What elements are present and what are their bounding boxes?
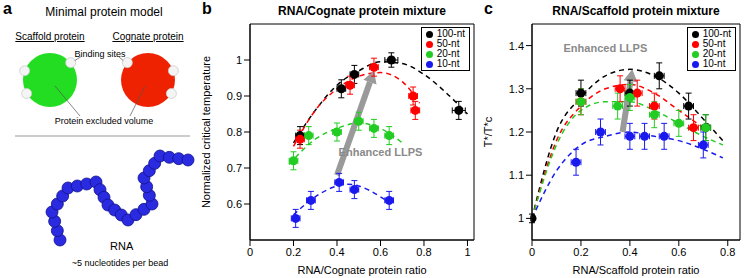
svg-text:0.8: 0.8 [416, 246, 431, 258]
svg-text:Enhanced LLPS: Enhanced LLPS [564, 42, 648, 54]
svg-text:1: 1 [464, 246, 470, 258]
html-text:10-nt: 10-nt [436, 58, 460, 69]
svg-text:Minimal protein model: Minimal protein model [45, 5, 162, 19]
html-text:50-nt: 50-nt [702, 38, 726, 49]
html-text:20-nt: 20-nt [436, 48, 460, 59]
html-text:b: b [202, 0, 212, 17]
svg-text:1.2: 1.2 [509, 126, 524, 138]
svg-text:0.4: 0.4 [329, 246, 344, 258]
svg-text:Scaffold protein: Scaffold protein [15, 31, 84, 42]
svg-text:RNA: RNA [110, 240, 134, 252]
svg-text:0.4: 0.4 [622, 246, 637, 258]
svg-text:1.4: 1.4 [509, 40, 524, 52]
svg-text:0: 0 [529, 246, 535, 258]
svg-text:0.2: 0.2 [573, 246, 588, 258]
svg-text:0.9: 0.9 [227, 90, 242, 102]
svg-text:RNA/Cognate protein ratio: RNA/Cognate protein ratio [297, 264, 426, 276]
svg-text:0.2: 0.2 [286, 246, 301, 258]
html-text:50-nt: 50-nt [436, 38, 460, 49]
svg-text:1: 1 [518, 212, 524, 224]
svg-text:Binding sites: Binding sites [74, 49, 126, 59]
svg-text:0: 0 [247, 246, 253, 258]
svg-text:0.8: 0.8 [720, 246, 735, 258]
html-text:100-nt: 100-nt [702, 28, 731, 39]
svg-text:1.1: 1.1 [509, 169, 524, 181]
svg-text:~5 nucleotides per bead: ~5 nucleotides per bead [72, 258, 168, 268]
svg-text:Protein excluded volume: Protein excluded volume [55, 116, 154, 126]
svg-text:Enhanced LLPS: Enhanced LLPS [339, 146, 423, 158]
svg-text:RNA/Scaffold protein ratio: RNA/Scaffold protein ratio [573, 264, 700, 276]
html-text:100-nt: 100-nt [436, 28, 465, 39]
svg-text:0.6: 0.6 [373, 246, 388, 258]
html-text:RNA/Cognate protein mixture: RNA/Cognate protein mixture [278, 4, 446, 18]
svg-text:0.6: 0.6 [671, 246, 686, 258]
html-text:10-nt: 10-nt [702, 58, 726, 69]
html-text:c: c [484, 0, 493, 17]
svg-text:0.6: 0.6 [227, 198, 242, 210]
svg-text:a: a [3, 0, 12, 17]
svg-text:0.7: 0.7 [227, 162, 242, 174]
svg-text:0.8: 0.8 [227, 126, 242, 138]
html-text:RNA/Scaffold protein mixture: RNA/Scaffold protein mixture [552, 4, 720, 18]
svg-text:1: 1 [236, 54, 242, 66]
svg-text:Normalized critical temperatur: Normalized critical temperature [200, 56, 212, 208]
html-text:20-nt: 20-nt [702, 48, 726, 59]
svg-text:T*/T*c: T*/T*c [482, 116, 494, 147]
svg-text:Cognate protein: Cognate protein [112, 31, 183, 42]
svg-text:1.3: 1.3 [509, 83, 524, 95]
